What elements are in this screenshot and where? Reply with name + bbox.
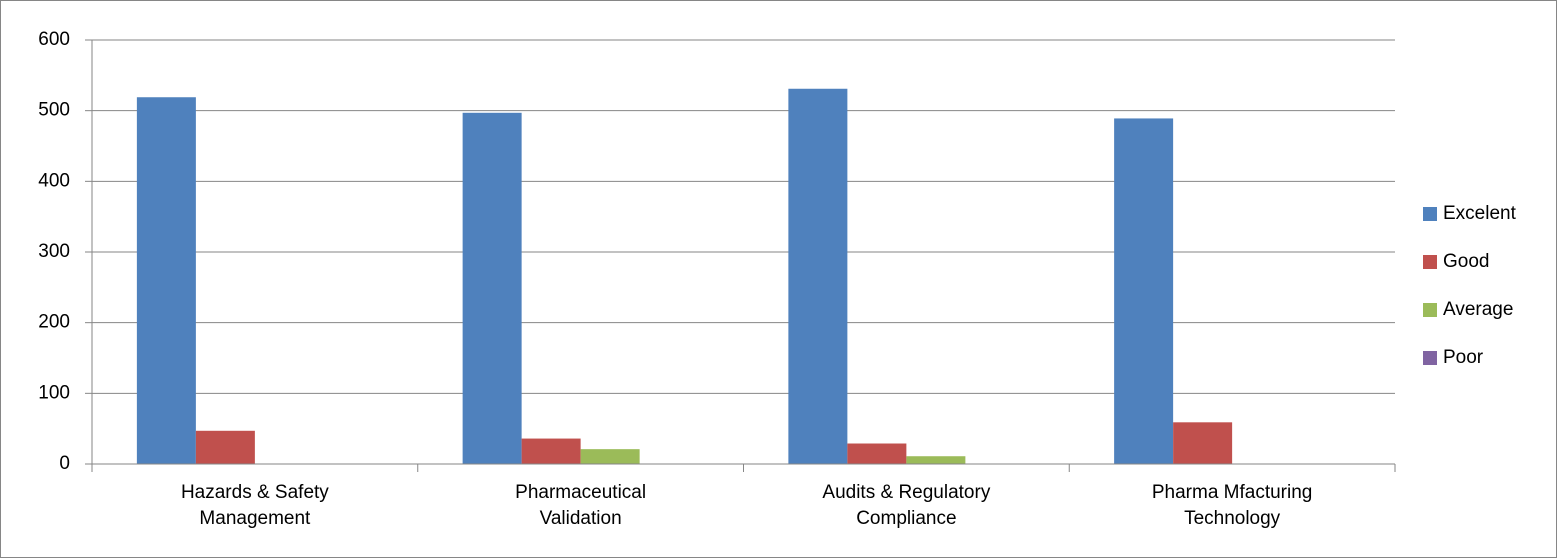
legend-label: Good [1443,251,1489,272]
y-tick-label: 300 [38,241,70,262]
bar [788,88,848,464]
x-tick-label: Pharmaceutical Validation [515,482,647,529]
bar [847,443,907,464]
legend-swatch [1423,207,1437,221]
bar [136,97,196,465]
x-tick-label-box: Pharmaceutical Validation [515,482,647,529]
x-tick-label-box: Hazards & Safety Management [180,482,329,529]
x-tick-label: Audits & Regulatory Compliance [822,482,991,529]
y-tick-label: 100 [38,382,70,403]
legend-swatch [1423,303,1437,317]
y-tick-label: 0 [59,453,70,474]
x-tick-label: Hazards & Safety Management [180,482,329,529]
bar [906,456,966,464]
legend-swatch [1423,351,1437,365]
legend-swatch [1423,255,1437,269]
legend-label: Average [1443,299,1513,320]
bar [1173,422,1233,464]
x-tick-label-box: Audits & Regulatory Compliance [822,482,991,529]
y-tick-label: 500 [38,100,70,121]
x-tick-label-box: Pharma Mfacturing Technology [1151,482,1313,529]
legend-label: Excelent [1443,203,1517,224]
legend-label: Poor [1443,347,1484,368]
bar [580,449,640,464]
bar [462,112,522,464]
y-tick-label: 600 [38,29,70,50]
y-tick-label: 400 [38,170,70,191]
bar [1114,118,1174,464]
bar [195,430,255,464]
bar [521,438,581,464]
x-tick-label: Pharma Mfacturing Technology [1151,482,1313,529]
y-tick-label: 200 [38,312,70,333]
